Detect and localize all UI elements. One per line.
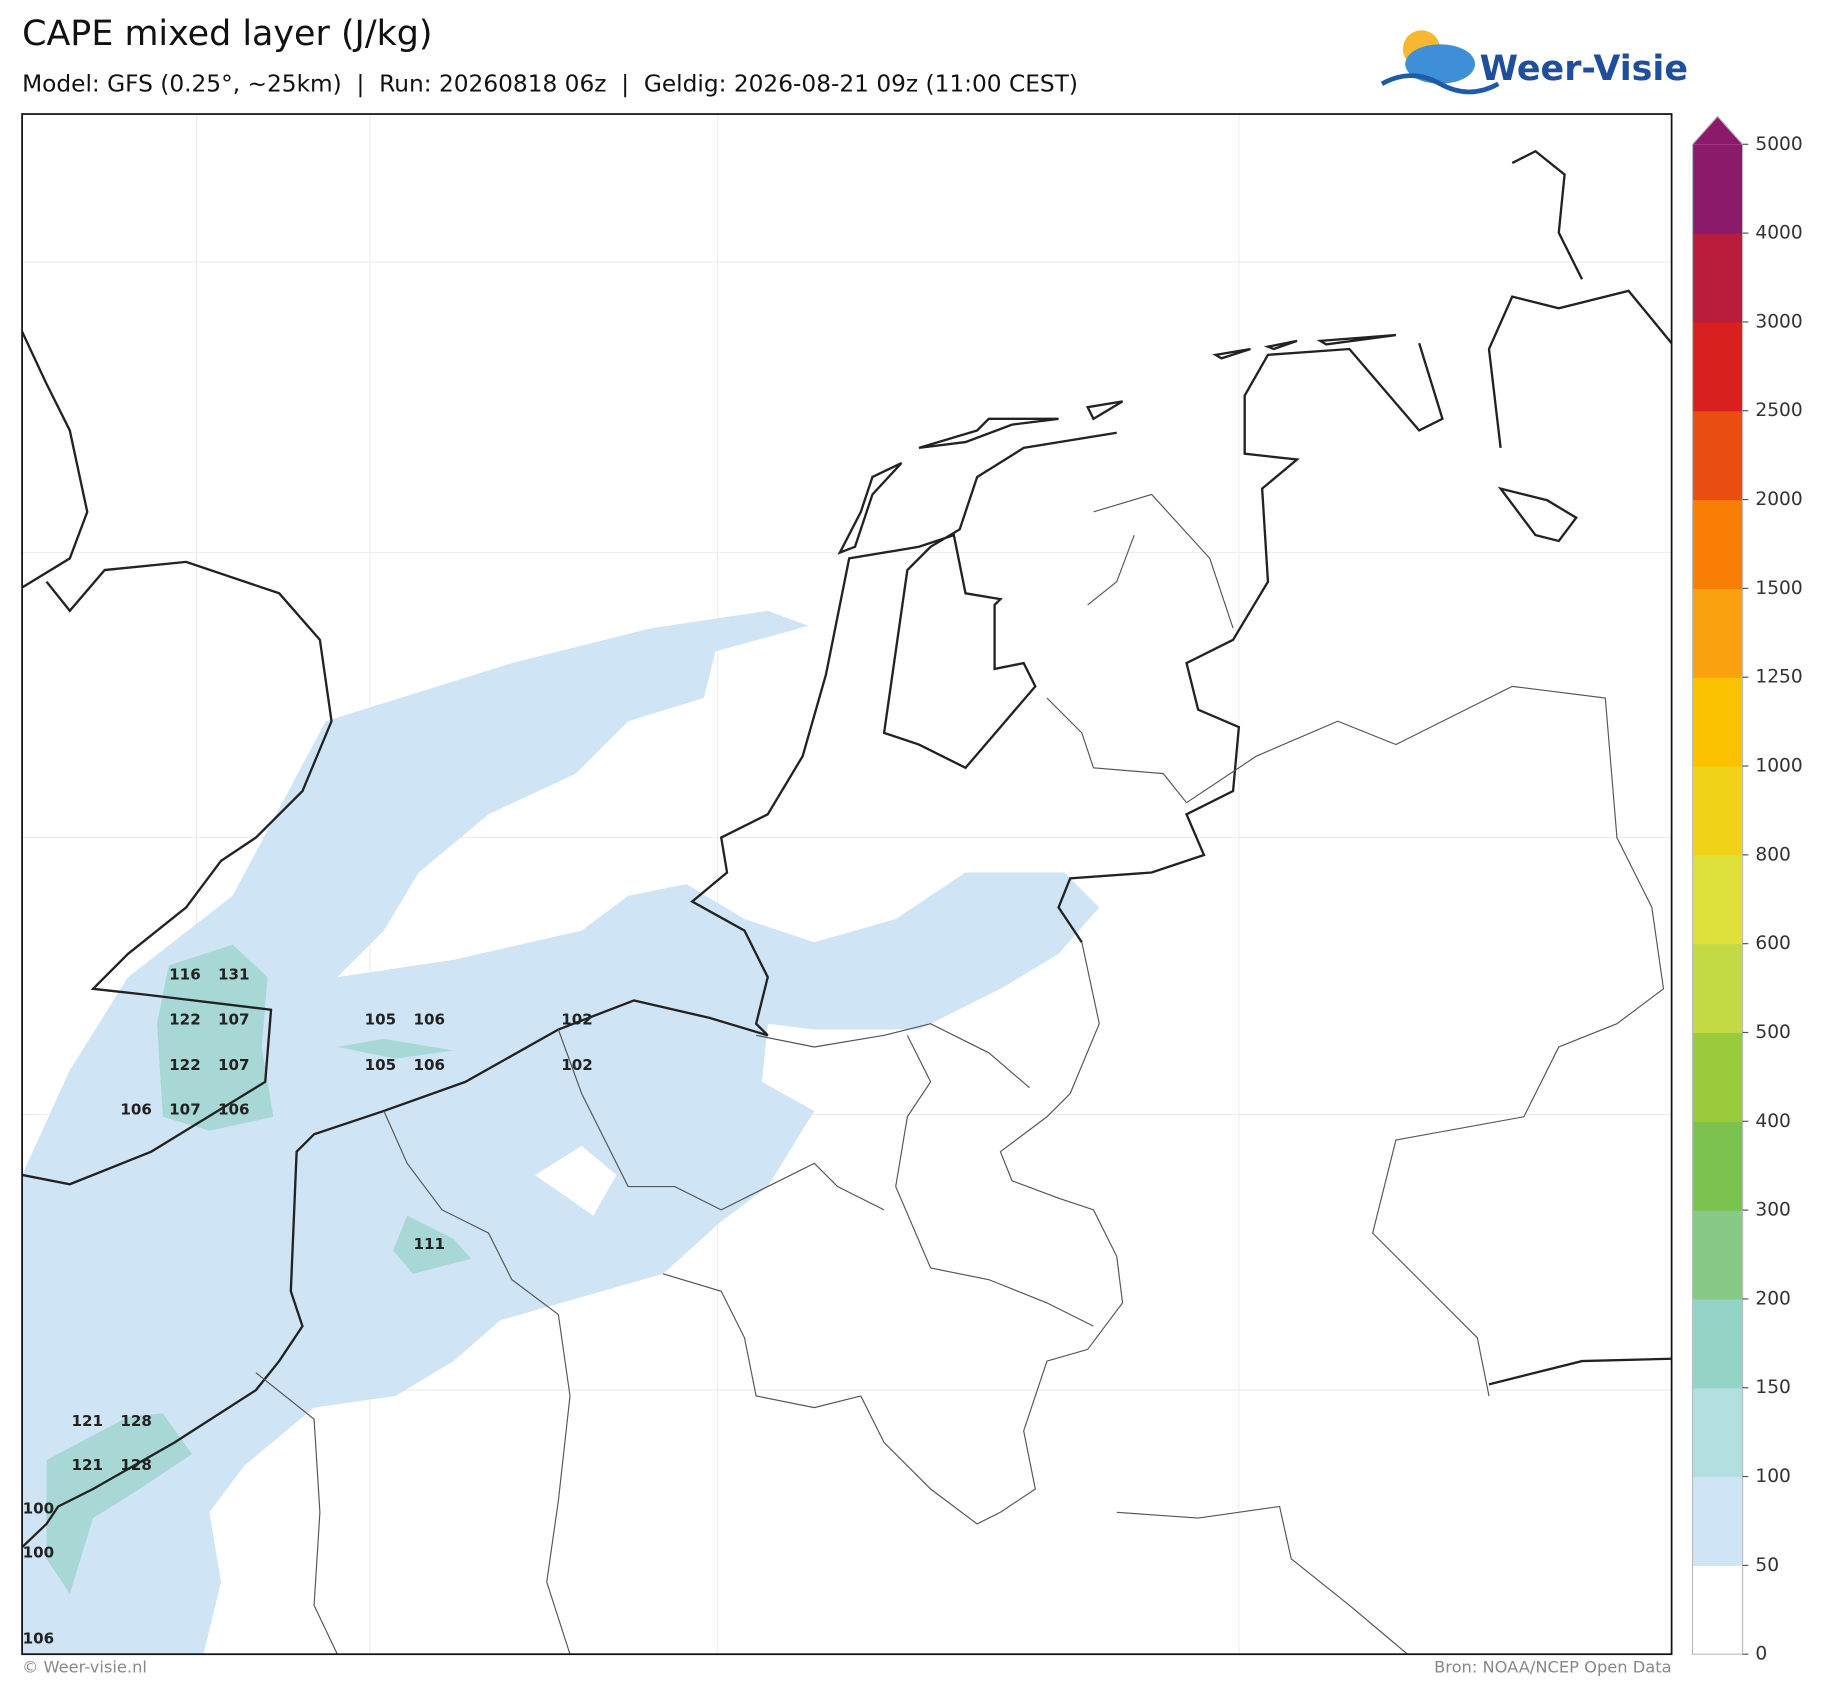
colorbar: 0 50 100 150 200 300 400 500 600 800 1000 1250 1500 2… xyxy=(1691,115,1803,1665)
cape-value-label: 131 xyxy=(218,965,250,983)
logo-cloud xyxy=(1405,44,1476,84)
cape-gap xyxy=(535,1145,617,1216)
colorbar-band xyxy=(1692,1476,1743,1566)
border xyxy=(557,1029,885,1409)
subtitle: Model: GFS (0.25°, ~25km) | Run: 2026081… xyxy=(22,70,1078,97)
colorbar-band xyxy=(1692,1565,1743,1655)
cape-area xyxy=(22,610,1100,1655)
colorbar-band xyxy=(1692,499,1743,589)
footer-right: Bron: NOAA/NCEP Open Data xyxy=(1434,1658,1672,1677)
cape-value-label: 121 xyxy=(71,1456,103,1474)
colorbar-band xyxy=(1692,1210,1743,1300)
colorbar-band xyxy=(1692,1298,1743,1389)
cape-value-label: 128 xyxy=(120,1412,152,1430)
cape-value-label: 122 xyxy=(169,1056,201,1074)
colorbar-tick-label: 400 xyxy=(1755,1111,1791,1132)
colorbar-band xyxy=(1692,1387,1743,1478)
coastline xyxy=(21,431,1117,1549)
colorbar-tick-label: 5000 xyxy=(1755,134,1802,155)
cape-value-label: 102 xyxy=(561,1011,593,1029)
colorbar-tick-label: 300 xyxy=(1755,1200,1791,1221)
coastline xyxy=(837,333,1397,555)
cape-area-high xyxy=(393,1215,472,1274)
cape-value-label: 102 xyxy=(561,1056,593,1074)
cape-value-label: 121 xyxy=(71,1412,103,1430)
colorbar-tick-label: 2500 xyxy=(1755,400,1802,421)
colorbar-band xyxy=(1692,677,1743,767)
colorbar-tick-label: 50 xyxy=(1755,1555,1779,1576)
colorbar-band xyxy=(1692,233,1743,323)
cape-value-label: 116 xyxy=(169,965,201,983)
cape-value-label: 106 xyxy=(120,1100,152,1118)
colorbar-tick-label: 150 xyxy=(1755,1377,1791,1398)
colorbar-tick-label: 4000 xyxy=(1755,223,1802,244)
logo: Weer-Visie xyxy=(1380,30,1688,95)
border xyxy=(1116,685,1665,1655)
colorbar-tick-label: 600 xyxy=(1755,933,1791,954)
coastline xyxy=(21,331,89,589)
cape-value-label: 107 xyxy=(218,1011,250,1029)
border xyxy=(756,1023,1094,1327)
cape-area-high xyxy=(46,1413,192,1594)
cape-value-label: 106 xyxy=(23,1630,55,1648)
cape-value-label: 107 xyxy=(169,1100,201,1118)
colorbar-tick-label: 1000 xyxy=(1755,756,1802,777)
border xyxy=(1046,493,1234,804)
colorbar-tick-label: 3000 xyxy=(1755,311,1802,332)
colorbar-band xyxy=(1692,588,1743,678)
cape-value-label: 107 xyxy=(218,1056,250,1074)
cape-value-label: 111 xyxy=(413,1235,445,1253)
cape-value-label: 100 xyxy=(23,1499,55,1517)
colorbar-tick-label: 100 xyxy=(1755,1466,1791,1487)
cape-value-label: 106 xyxy=(413,1011,445,1029)
map: 116 131 122 107 122 107 106 107 106 105 106 105 106 1… xyxy=(21,113,1673,1656)
colorbar-tick-label: 2000 xyxy=(1755,489,1802,510)
colorbar-band xyxy=(1692,321,1743,412)
colorbar-band xyxy=(1692,766,1743,856)
colorbar-outline xyxy=(1691,115,1744,1655)
colorbar-tick-label: 200 xyxy=(1755,1288,1791,1309)
colorbar-band xyxy=(1692,1032,1743,1122)
logo-wave xyxy=(1380,73,1500,95)
coastline xyxy=(21,560,333,1186)
colorbar-band xyxy=(1692,943,1743,1034)
colorbar-tick-label: 1500 xyxy=(1755,578,1802,599)
map-frame xyxy=(21,113,1673,1656)
colorbar-band xyxy=(1692,144,1743,234)
cape-area-high xyxy=(337,1038,454,1059)
coastlines xyxy=(21,149,1673,1549)
border xyxy=(860,942,1124,1525)
cape-value-label: 106 xyxy=(218,1100,250,1118)
cape-value-label: 106 xyxy=(413,1056,445,1074)
cape-value-label: 105 xyxy=(365,1056,397,1074)
cape-value-label: 122 xyxy=(169,1011,201,1029)
colorbar-band xyxy=(1692,854,1743,945)
cape-value-label: 100 xyxy=(23,1544,55,1562)
colorbar-extend-arrow xyxy=(1692,116,1743,145)
colorbar-tick-label: 0 xyxy=(1755,1644,1767,1665)
border xyxy=(255,1110,571,1655)
borders xyxy=(255,493,1665,1655)
colorbar-tick-label: 800 xyxy=(1755,844,1791,865)
title: CAPE mixed layer (J/kg) xyxy=(22,14,432,54)
cape-value-label: 105 xyxy=(365,1011,397,1029)
cape-area-high xyxy=(157,944,274,1131)
map-labels: 116 131 122 107 122 107 106 107 106 105 106 105 106 1… xyxy=(23,965,593,1647)
cape-value-label: 128 xyxy=(120,1456,152,1474)
colorbar-tick-label: 1250 xyxy=(1755,667,1802,688)
colorbar-tick-label: 500 xyxy=(1755,1022,1791,1043)
logo-text: Weer-Visie xyxy=(1480,49,1688,89)
footer-left: © Weer-visie.nl xyxy=(22,1658,147,1677)
coastline xyxy=(1488,149,1672,1386)
coastline xyxy=(1057,289,1673,943)
colorbar-band xyxy=(1692,410,1743,501)
colorbar-band xyxy=(1692,1121,1743,1211)
